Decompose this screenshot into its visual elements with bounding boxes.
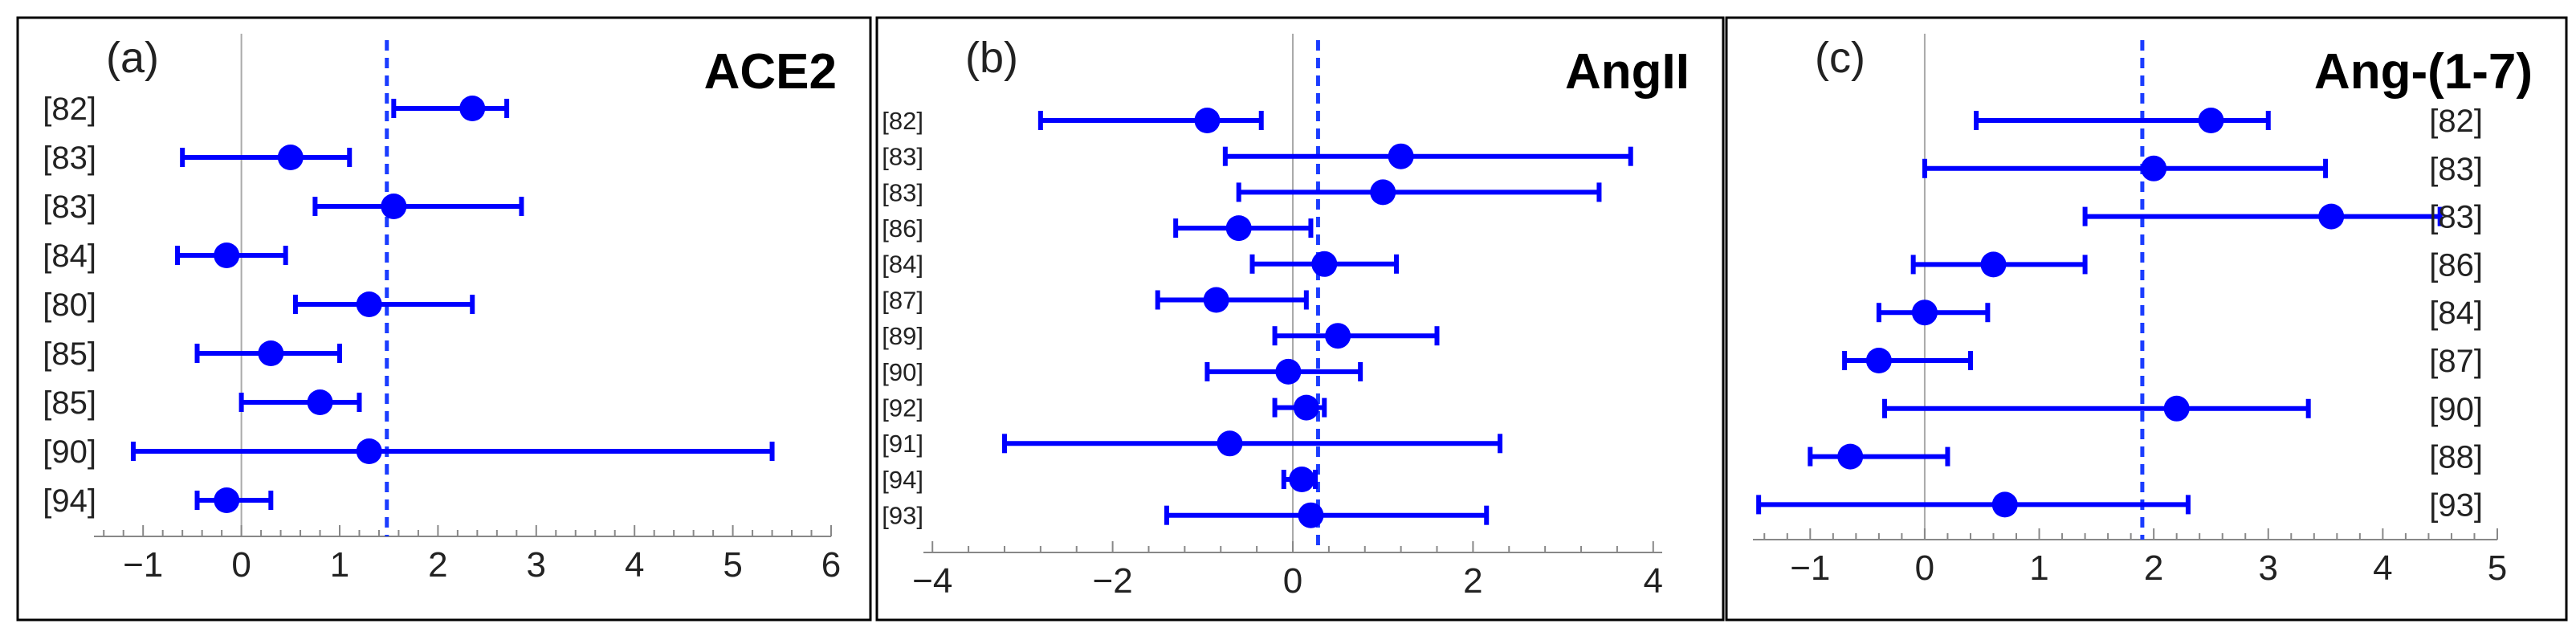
study-label: [94] — [43, 483, 96, 519]
effect-point — [1293, 394, 1319, 421]
panel-label: (a) — [106, 34, 159, 82]
x-tick-label: 2 — [1463, 561, 1482, 601]
x-tick-label: 0 — [231, 545, 251, 585]
effect-point — [214, 487, 240, 513]
study-label: [85] — [43, 385, 96, 421]
x-tick-label: −1 — [123, 545, 163, 585]
effect-point — [1203, 287, 1229, 313]
effect-point — [1991, 491, 2018, 518]
effect-point — [1865, 348, 1892, 373]
x-tick-label: 6 — [821, 545, 841, 585]
panel-label: (c) — [1815, 34, 1865, 82]
study-label: [89] — [882, 322, 923, 350]
study-label: [87] — [882, 286, 923, 314]
effect-point — [2163, 395, 2190, 422]
study-label: [83] — [43, 190, 96, 225]
x-tick-label: 5 — [723, 545, 742, 585]
study-label: [90] — [2429, 392, 2483, 427]
x-tick-label: −2 — [1093, 561, 1133, 601]
x-tick-label: 1 — [2029, 548, 2048, 588]
effect-point — [1275, 358, 1302, 385]
study-label: [84] — [882, 251, 923, 279]
effect-point — [2141, 155, 2167, 181]
study-label: [93] — [2429, 487, 2483, 523]
x-tick-label: 2 — [2144, 548, 2163, 588]
study-label: [84] — [2429, 296, 2483, 331]
panel-label: (b) — [965, 34, 1018, 82]
study-label: [83] — [2429, 200, 2483, 235]
x-tick-label: 5 — [2488, 548, 2507, 588]
effect-point — [459, 96, 486, 121]
effect-point — [1311, 251, 1338, 277]
study-label: [80] — [43, 287, 96, 323]
panel-frame — [1725, 16, 2568, 622]
study-label: [90] — [43, 434, 96, 470]
effect-point — [277, 145, 304, 170]
effect-point — [2318, 203, 2345, 230]
panel-frame — [875, 16, 1725, 622]
x-tick-label: 4 — [2373, 548, 2392, 588]
study-label: [90] — [882, 358, 923, 386]
x-tick-label: 0 — [1915, 548, 1934, 588]
x-tick-label: 0 — [1283, 561, 1302, 601]
x-tick-label: 3 — [2259, 548, 2278, 588]
x-tick-label: 2 — [428, 545, 447, 585]
effect-point — [356, 291, 382, 317]
effect-point — [1225, 215, 1252, 242]
effect-point — [1980, 251, 2007, 278]
x-tick-label: 3 — [527, 545, 546, 585]
effect-point — [1217, 430, 1243, 457]
panel-title: AngII — [1565, 44, 1689, 100]
panel-2: −1 0 1 2 3 4 5 [82] [83] [83] [86] [84] [87] [90] [88]… — [1725, 16, 2568, 622]
study-label: [93] — [882, 502, 923, 530]
effect-point — [381, 194, 407, 219]
effect-point — [1837, 443, 1864, 470]
effect-point — [1911, 300, 1938, 326]
effect-point — [1370, 179, 1396, 206]
effect-point — [307, 389, 333, 415]
study-label: [86] — [2429, 247, 2483, 283]
x-tick-label: 4 — [1644, 561, 1663, 601]
panel-0: −1 0 1 2 3 4 5 6 [82] [83] [83] [84] [80] [85] [85] [90… — [16, 16, 872, 622]
study-label: [88] — [2429, 440, 2483, 475]
effect-point — [2198, 108, 2224, 133]
study-label: [91] — [882, 430, 923, 458]
effect-point — [356, 438, 382, 464]
panel-frame — [16, 16, 872, 622]
study-label: [94] — [882, 466, 923, 494]
study-label: [83] — [882, 143, 923, 171]
panel-title: Ang-(1-7) — [2314, 44, 2533, 100]
effect-point — [258, 340, 284, 366]
study-label: [85] — [43, 336, 96, 372]
effect-point — [214, 243, 240, 268]
effect-point — [1298, 502, 1324, 528]
effect-point — [1289, 467, 1315, 492]
x-tick-label: 1 — [330, 545, 349, 585]
study-label: [87] — [2429, 344, 2483, 379]
study-label: [92] — [882, 393, 923, 422]
study-label: [83] — [2429, 152, 2483, 187]
study-label: [83] — [882, 178, 923, 206]
panel-1: −4 −2 0 2 4 [82] [83] [83] [86] [84] [87] [89] [90] [… — [875, 16, 1725, 622]
study-label: [82] — [2429, 104, 2483, 139]
x-tick-label: −1 — [1790, 548, 1830, 588]
effect-point — [1388, 143, 1414, 169]
study-label: [86] — [882, 214, 923, 243]
study-label: [83] — [43, 141, 96, 176]
effect-point — [1194, 108, 1221, 133]
panel-title: ACE2 — [704, 44, 837, 100]
study-label: [82] — [43, 92, 96, 127]
study-label: [84] — [43, 238, 96, 274]
x-tick-label: −4 — [912, 561, 952, 601]
x-tick-label: 4 — [625, 545, 644, 585]
study-label: [82] — [882, 107, 923, 135]
effect-point — [1325, 323, 1351, 349]
